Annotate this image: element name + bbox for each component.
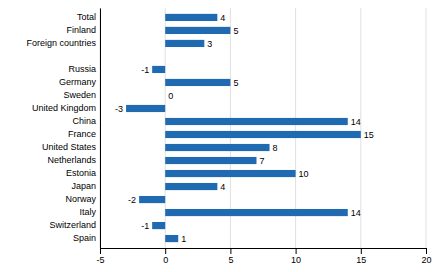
data-label: -1: [141, 221, 149, 231]
y-tick-label: Foreign countries: [26, 38, 96, 48]
x-tick-mark: [426, 248, 427, 254]
data-label: 3: [207, 39, 212, 49]
y-tick-label: Norway: [65, 194, 96, 204]
y-tick-label: Estonia: [66, 168, 96, 178]
x-tick: 10: [291, 248, 301, 265]
y-tick: Norway: [65, 194, 96, 204]
x-tick-label: 0: [163, 255, 168, 265]
bar: [165, 157, 256, 164]
y-tick: Total: [77, 12, 96, 22]
bar: [165, 27, 230, 34]
bar: [165, 40, 204, 47]
data-label: 5: [233, 26, 238, 36]
x-tick: 15: [356, 248, 366, 265]
y-tick-label: United Kingdom: [32, 103, 96, 113]
bar: [152, 66, 165, 73]
x-axis-line: [101, 249, 427, 255]
bar: [165, 79, 230, 86]
bar: [139, 196, 165, 203]
data-labels: 453-150-3141587104-214-11: [115, 13, 374, 244]
data-label: -2: [128, 195, 136, 205]
bar: [165, 209, 348, 216]
bar: [165, 235, 178, 242]
data-label: -1: [141, 65, 149, 75]
y-tick-label: Total: [77, 12, 96, 22]
x-tick: 5: [228, 248, 233, 265]
y-tick-label: Japan: [71, 181, 96, 191]
y-tick: United Kingdom: [32, 103, 96, 113]
data-label: -3: [115, 104, 123, 114]
grid-line: [100, 8, 101, 248]
data-label: 4: [220, 182, 225, 192]
y-tick-label: Russia: [68, 64, 96, 74]
grid-line: [426, 8, 427, 248]
x-tick: 0: [163, 248, 168, 265]
data-label: 8: [273, 143, 278, 153]
x-tick-mark: [296, 248, 297, 254]
bar: [165, 92, 166, 99]
y-tick: Finland: [66, 25, 96, 35]
bar: [152, 222, 165, 229]
bar: [165, 118, 348, 125]
x-tick: 20: [421, 248, 431, 265]
y-tick: Italy: [79, 207, 96, 217]
x-tick-label: -5: [96, 255, 104, 265]
x-tick: -5: [96, 248, 104, 265]
bar: [165, 131, 361, 138]
y-tick-label: Switzerland: [49, 220, 96, 230]
bar: [165, 183, 217, 190]
y-tick-label: Spain: [73, 233, 96, 243]
x-tick-mark: [165, 248, 166, 254]
y-axis: Total Finland Foreign countries Russia Germa…: [26, 9, 100, 249]
y-tick-label: China: [72, 116, 96, 126]
y-tick-label: Finland: [66, 25, 96, 35]
y-tick: United States: [42, 142, 97, 152]
data-label: 1: [181, 234, 186, 244]
data-label: 14: [351, 117, 361, 127]
x-tick-label: 15: [356, 255, 366, 265]
data-label: 5: [233, 78, 238, 88]
data-label: 7: [259, 156, 264, 166]
data-label: 14: [351, 208, 361, 218]
y-tick: Japan: [71, 181, 96, 191]
bars: [126, 14, 361, 242]
y-tick: Spain: [73, 233, 96, 243]
y-tick: Estonia: [66, 168, 96, 178]
y-tick: Sweden: [63, 90, 96, 100]
x-tick-label: 20: [421, 255, 431, 265]
y-axis-line: [100, 9, 101, 249]
y-tick-label: Netherlands: [47, 155, 96, 165]
y-tick: Foreign countries: [26, 38, 96, 48]
y-tick: France: [68, 129, 96, 139]
x-tick-label: 5: [228, 255, 233, 265]
data-label: 0: [168, 91, 173, 101]
y-tick-label: Germany: [59, 77, 97, 87]
y-tick: Netherlands: [47, 155, 96, 165]
y-tick: China: [72, 116, 96, 126]
y-tick: Russia: [68, 64, 96, 74]
chart-container: -505101520TotalFinlandForeign countriesR…: [0, 0, 442, 272]
y-tick-label: France: [68, 129, 96, 139]
data-label: 15: [364, 130, 374, 140]
y-tick-label: United States: [42, 142, 97, 152]
y-tick-label: Italy: [79, 207, 96, 217]
x-tick-mark: [230, 248, 231, 254]
bar: [165, 14, 217, 21]
data-label: 10: [299, 169, 309, 179]
chart: -505101520TotalFinlandForeign countriesR…: [0, 0, 442, 272]
x-tick-mark: [361, 248, 362, 254]
y-tick: Switzerland: [49, 220, 96, 230]
background: [0, 0, 442, 272]
y-tick-label: Sweden: [63, 90, 96, 100]
data-label: 4: [220, 13, 225, 23]
bar: [126, 105, 165, 112]
bar: [165, 170, 295, 177]
x-axis: -5 0 5 10 15 20: [96, 248, 431, 265]
y-tick: Germany: [59, 77, 97, 87]
bar: [165, 144, 269, 151]
x-tick-mark: [100, 248, 101, 254]
grid: [100, 8, 426, 248]
x-tick-label: 10: [291, 255, 301, 265]
